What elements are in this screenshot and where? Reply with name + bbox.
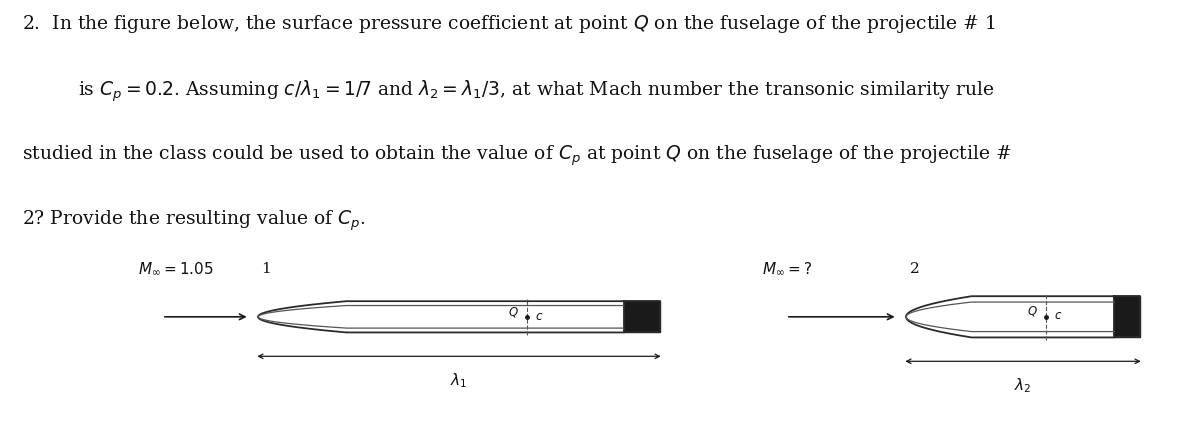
Text: 1: 1 [262, 262, 271, 276]
Text: 2.  In the figure below, the surface pressure coefficient at point $Q$ on the fu: 2. In the figure below, the surface pres… [22, 13, 996, 35]
Polygon shape [1115, 296, 1140, 338]
Text: $c$: $c$ [1054, 309, 1062, 322]
Text: is $C_p = 0.2$. Assuming $c/\lambda_1 = 1/7$ and $\lambda_2 = \lambda_1/3$, at w: is $C_p = 0.2$. Assuming $c/\lambda_1 = … [78, 78, 995, 104]
Text: $Q$: $Q$ [1027, 304, 1038, 318]
Text: studied in the class could be used to obtain the value of $C_p$ at point $Q$ on : studied in the class could be used to ob… [22, 143, 1012, 168]
Text: $\lambda_1$: $\lambda_1$ [450, 372, 468, 390]
Text: 2? Provide the resulting value of $C_p$.: 2? Provide the resulting value of $C_p$. [22, 208, 365, 233]
Text: $Q$: $Q$ [508, 305, 518, 319]
Polygon shape [624, 301, 660, 332]
Text: $M_{\infty} = 1.05$: $M_{\infty} = 1.05$ [138, 261, 214, 277]
Text: $c$: $c$ [534, 309, 542, 322]
Text: 2: 2 [910, 262, 919, 276]
Text: $M_{\infty} =?$: $M_{\infty} =?$ [762, 261, 812, 277]
Text: $\lambda_2$: $\lambda_2$ [1014, 376, 1032, 395]
